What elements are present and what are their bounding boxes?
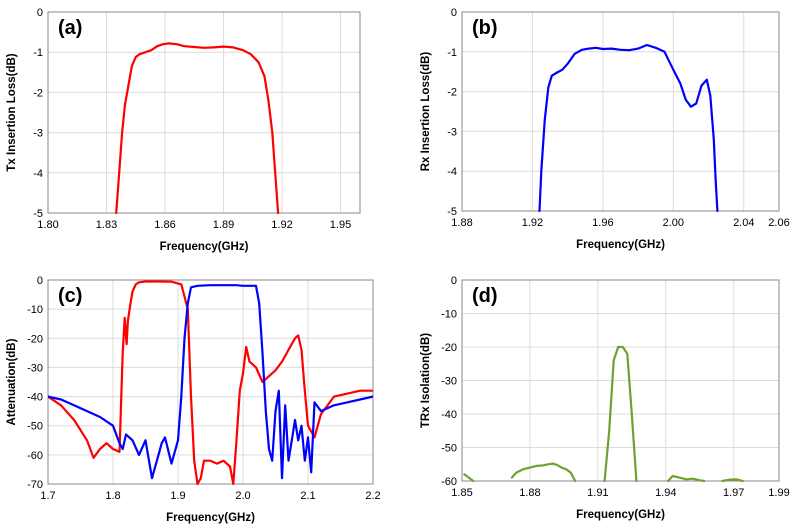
series-line-1 xyxy=(463,473,475,483)
y-tick-label: -60 xyxy=(441,476,457,488)
panel-b: 1.88 1.92 1.96 2.00 2.04 2.06 0 -1 -2 -3 -4 -5 (b) Fr… xyxy=(420,7,790,251)
x-tick-label: 1.99 xyxy=(768,487,789,499)
panel-label: (d) xyxy=(472,285,498,307)
plot-frame xyxy=(461,279,780,482)
y-tick-label: -5 xyxy=(447,206,457,218)
series-line-1 xyxy=(667,474,706,483)
y-tick-label: 0 xyxy=(37,7,43,19)
x-tick-label: 1.83 xyxy=(96,219,117,231)
y-tick-label: -5 xyxy=(33,208,43,220)
y-tick-label: -3 xyxy=(33,128,43,140)
x-tick-label: 1.97 xyxy=(723,487,744,499)
x-tick-label: 2.06 xyxy=(768,217,789,229)
x-tick-label: 2.00 xyxy=(663,217,684,229)
panel-label: (c) xyxy=(58,285,82,307)
plot-frame xyxy=(47,11,361,214)
x-axis-label: Frequency(GHz) xyxy=(576,509,665,521)
y-tick-label: -4 xyxy=(33,168,43,180)
plot-frame xyxy=(47,279,374,485)
panel-a: 1.80 1.83 1.86 1.89 1.92 1.95 0 -1 -2 -3 -4 -5 (a) Fr… xyxy=(6,7,361,253)
x-tick-label: 2.0 xyxy=(235,490,250,502)
x-tick-label: 1.96 xyxy=(592,217,613,229)
x-tick-label: 2.1 xyxy=(300,490,315,502)
y-tick-label: -2 xyxy=(33,87,43,99)
x-tick-label: 1.89 xyxy=(213,219,234,231)
series-line-1 xyxy=(510,462,577,483)
y-tick-label: -2 xyxy=(447,87,457,99)
x-tick-label: 1.88 xyxy=(519,487,540,499)
panel-label: (b) xyxy=(472,17,498,39)
y-tick-label: -3 xyxy=(447,126,457,138)
x-axis-label: Frequency(GHz) xyxy=(576,239,665,251)
x-tick-label: 1.91 xyxy=(587,487,608,499)
y-tick-label: -40 xyxy=(441,409,457,421)
y-tick-label: -50 xyxy=(27,421,43,433)
y-tick-label: -30 xyxy=(27,362,43,374)
x-tick-label: 1.88 xyxy=(451,217,472,229)
y-tick-label: 0 xyxy=(37,275,43,287)
series-line-2 xyxy=(48,284,373,480)
x-axis-label: Frequency(GHz) xyxy=(160,241,249,253)
y-tick-label: 0 xyxy=(451,7,457,19)
x-tick-label: 1.85 xyxy=(451,487,472,499)
series-line-1 xyxy=(538,43,719,213)
x-tick-label: 1.92 xyxy=(522,217,543,229)
y-tick-label: -30 xyxy=(441,376,457,388)
y-tick-label: -20 xyxy=(441,342,457,354)
y-tick-label: -1 xyxy=(447,47,457,59)
y-tick-label: -1 xyxy=(33,47,43,59)
x-tick-label: 1.80 xyxy=(37,219,58,231)
plot-frame xyxy=(461,11,780,212)
y-tick-label: 0 xyxy=(451,275,457,287)
y-tick-label: -50 xyxy=(441,443,457,455)
x-tick-label: 1.94 xyxy=(655,487,676,499)
x-tick-label: 1.86 xyxy=(154,219,175,231)
panel-label: (a) xyxy=(58,17,82,39)
y-tick-label: -4 xyxy=(447,166,457,178)
x-axis-label: Frequency(GHz) xyxy=(166,512,255,524)
x-tick-label: 2.2 xyxy=(365,490,380,502)
x-tick-label: 1.95 xyxy=(330,219,351,231)
y-tick-label: -40 xyxy=(27,392,43,404)
y-axis-label: Rx Insertion Loss(dB) xyxy=(420,52,432,172)
x-tick-label: 1.92 xyxy=(271,219,292,231)
x-tick-label: 2.04 xyxy=(733,217,754,229)
y-tick-label: -10 xyxy=(441,309,457,321)
x-tick-label: 1.8 xyxy=(105,490,120,502)
y-axis-label: Tx Insertion Loss(dB) xyxy=(6,53,18,171)
y-tick-label: -10 xyxy=(27,304,43,316)
y-axis-label: Attenuation(dB) xyxy=(6,338,18,425)
y-tick-label: -60 xyxy=(27,450,43,462)
y-axis-label: TRx Isolation(dB) xyxy=(420,333,432,428)
x-tick-label: 1.7 xyxy=(40,490,55,502)
panel-d: 1.85 1.88 1.91 1.94 1.97 1.99 0 -10 -20 -30 -40 -50… xyxy=(420,275,790,521)
series-line-1 xyxy=(603,345,638,483)
series-line-1 xyxy=(721,478,744,483)
y-tick-label: -70 xyxy=(27,479,43,491)
panel-c: 1.7 1.8 1.9 2.0 2.1 2.2 0 -10 -20 -30 -40 -50 -60 -70… xyxy=(6,275,381,524)
series-line-1 xyxy=(115,42,280,215)
x-tick-label: 1.9 xyxy=(170,490,185,502)
y-tick-label: -20 xyxy=(27,333,43,345)
series-line-1 xyxy=(48,280,373,486)
